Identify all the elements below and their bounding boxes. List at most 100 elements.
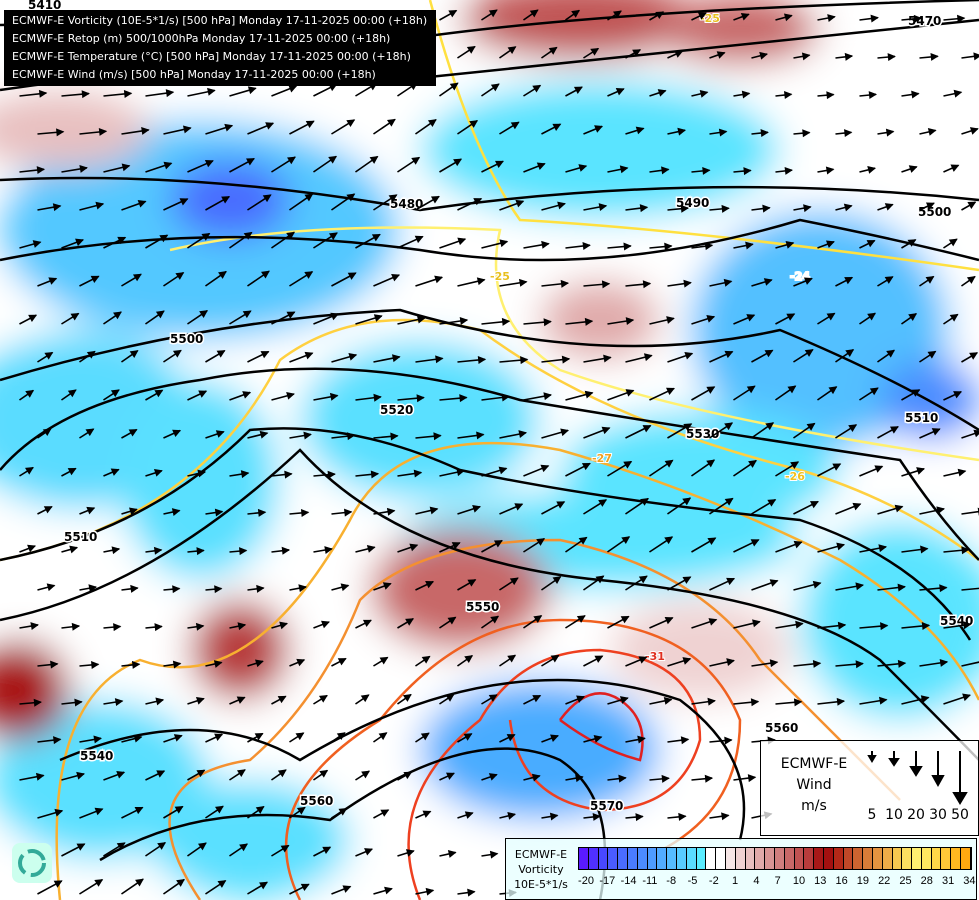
contour-labels: 5410 5470 5480 5490 5500 5500 5510 5510 … <box>27 0 975 815</box>
wind-arrow <box>859 14 879 23</box>
wind-arrow <box>919 52 939 61</box>
wind-arrow <box>439 237 467 249</box>
wind-arrow <box>19 314 38 325</box>
wind-arrow <box>145 234 169 249</box>
wind-arrow <box>583 203 608 211</box>
wind-arrow <box>583 125 604 135</box>
colorbar-swatch <box>892 848 903 869</box>
wind-arrow <box>523 773 541 782</box>
wind-arrow <box>709 497 734 515</box>
wind-arrow <box>649 536 674 553</box>
wind-arrow <box>877 203 894 211</box>
wind-arrow <box>649 459 674 477</box>
wind-arrow <box>835 582 864 591</box>
wind-arrow <box>835 52 854 61</box>
wind-arrow <box>103 842 126 857</box>
wind-arrow <box>61 312 80 325</box>
wind-arrow <box>19 698 42 707</box>
wind-arrow <box>793 422 816 439</box>
wind-arrow <box>355 694 370 705</box>
wind-arrow <box>205 660 223 668</box>
wind-arrow <box>331 119 356 135</box>
wind-arrow <box>877 659 907 668</box>
wind-arrow <box>733 385 756 401</box>
wind-arrow <box>733 698 760 707</box>
geopotential-label: 5520 <box>380 403 413 417</box>
colorbar-swatch <box>676 848 687 869</box>
colorbar-tick: -2 <box>708 875 719 887</box>
wind-arrow <box>19 466 34 477</box>
wind-arrow <box>583 575 605 591</box>
wind-arrow <box>205 349 226 363</box>
wind-arrow <box>187 469 207 478</box>
wind-arrow <box>943 313 959 325</box>
wind-arrow <box>457 45 476 59</box>
wind-arrow <box>373 886 393 895</box>
wind-arrow <box>961 52 979 61</box>
wind-arrow <box>229 391 252 401</box>
wind-arrow <box>415 810 432 819</box>
wind-arrow <box>457 888 476 897</box>
wind-arrow <box>61 165 88 173</box>
wind-arrow <box>625 204 649 213</box>
wind-arrow <box>481 773 498 781</box>
wind-arrow <box>607 88 625 97</box>
wind-arrow <box>709 278 733 287</box>
wind-arrow <box>481 160 504 173</box>
wind-arrow <box>61 545 79 554</box>
wind-arrow <box>373 274 401 287</box>
wind-arrow <box>61 90 90 99</box>
wind-arrow <box>121 806 144 819</box>
wind-arrow <box>541 355 571 364</box>
wind-arrow <box>19 240 42 249</box>
colorbar-swatch <box>921 848 932 869</box>
wind-arrow <box>289 351 314 363</box>
wind-arrow <box>499 278 528 287</box>
wind-arrow <box>415 275 444 287</box>
colorbar-tick: -20 <box>578 875 594 887</box>
wind-arrow <box>331 193 356 211</box>
wind-arrow <box>709 350 734 363</box>
wind-arrow <box>79 735 102 744</box>
wind-arrow <box>943 391 963 401</box>
colorbar-swatch <box>716 848 726 869</box>
wind-arrow <box>397 543 419 553</box>
colorbar-tick: 7 <box>774 875 781 887</box>
wind-arrow <box>229 470 250 479</box>
wind-arrow <box>565 317 594 326</box>
wind-arrow <box>331 732 346 743</box>
wind-arrow <box>121 349 139 363</box>
wind-arrow <box>625 353 653 363</box>
wind-arrow <box>247 122 275 135</box>
wind-arrow <box>751 204 771 213</box>
wind-arrow <box>163 125 192 135</box>
wind-arrow <box>163 508 181 516</box>
wind-arrow <box>271 695 287 705</box>
wind-arrow <box>817 697 846 706</box>
arrow-20-icon <box>909 766 923 777</box>
colorbar-unit: 10E-5*1/s <box>514 878 568 891</box>
wind-arrow <box>415 655 431 667</box>
wind-arrow <box>313 470 336 479</box>
wind-arrow <box>541 576 562 591</box>
geopotential-label: 5510 <box>905 411 938 425</box>
wind-arrow <box>793 349 814 363</box>
wind-arrow <box>541 123 562 135</box>
wind-arrow <box>439 158 463 173</box>
geopotential-label: 5560 <box>300 794 333 808</box>
colorbar-tick: -17 <box>599 875 616 887</box>
wind-arrow <box>145 546 163 555</box>
wind-arrow <box>751 129 769 138</box>
wind-arrow <box>961 429 979 439</box>
wind-arrow <box>901 90 920 99</box>
colorbar-swatch <box>745 848 756 869</box>
wind-arrow <box>751 278 773 287</box>
wind-arrow <box>271 156 296 173</box>
wind-arrow <box>481 9 498 21</box>
arrow-50-icon <box>952 792 968 805</box>
wind-arrow <box>607 242 632 251</box>
colorbar-swatch <box>735 848 746 869</box>
wind-arrow <box>901 165 918 173</box>
wind-arrow <box>817 91 835 100</box>
wind-arrow <box>625 126 645 135</box>
